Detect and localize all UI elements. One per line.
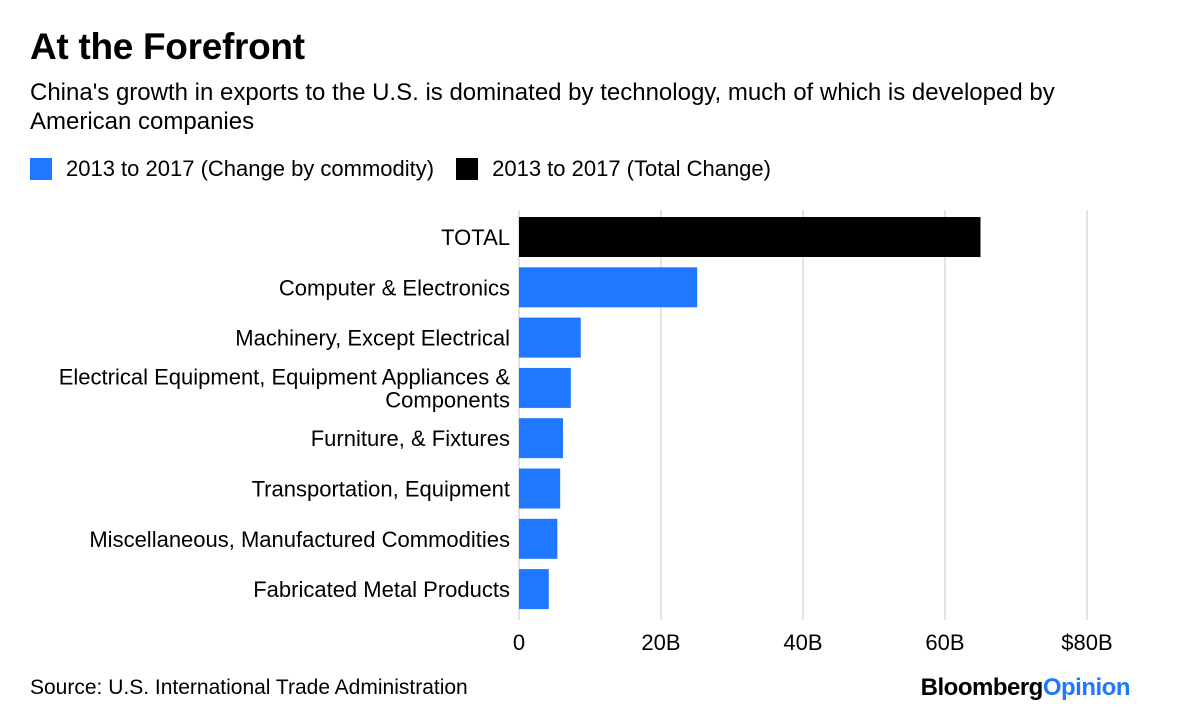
legend-item-total: 2013 to 2017 (Total Change) [456,156,771,182]
category-label: Miscellaneous, Manufactured Commodities [89,527,510,552]
chart-subtitle: China's growth in exports to the U.S. is… [30,79,1055,135]
legend-swatch-commodity [30,158,52,180]
category-label: Electrical Equipment, Equipment Applianc… [59,364,511,389]
legend-label-total: 2013 to 2017 (Total Change) [492,156,771,181]
brand-accent: Opinion [1042,674,1131,701]
brand-logo: BloombergOpinion [920,674,1131,702]
bar [519,518,558,559]
legend-label-commodity: 2013 to 2017 (Change by commodity) [66,156,435,181]
bar [519,217,981,257]
category-label: TOTAL [441,225,510,250]
legend-swatch-total [456,158,479,180]
x-tick-label: 0 [513,630,525,655]
bar [519,569,549,610]
bar [519,317,581,358]
category-label: Computer & Electronics [279,275,510,300]
category-label: Furniture, & Fixtures [311,426,510,451]
x-tick-label: 60B [925,630,964,655]
category-label: Machinery, Except Electrical [235,326,510,351]
brand-main: Bloomberg [920,674,1044,701]
legend-item-commodity: 2013 to 2017 (Change by commodity) [30,156,434,182]
bar [519,367,571,408]
bar [519,267,698,308]
category-label: Transportation, Equipment [252,477,510,502]
bar [519,418,564,459]
x-tick-label: 40B [783,630,822,655]
bar [519,468,561,509]
chart-title: At the Forefront [30,26,305,67]
source-note: Source: U.S. International Trade Adminis… [30,676,468,699]
category-label: Components [385,387,510,412]
legend: 2013 to 2017 (Change by commodity) 2013 … [30,156,793,182]
x-tick-label: $80B [1061,630,1112,655]
x-tick-label: 20B [641,630,680,655]
category-label: Fabricated Metal Products [253,577,510,602]
